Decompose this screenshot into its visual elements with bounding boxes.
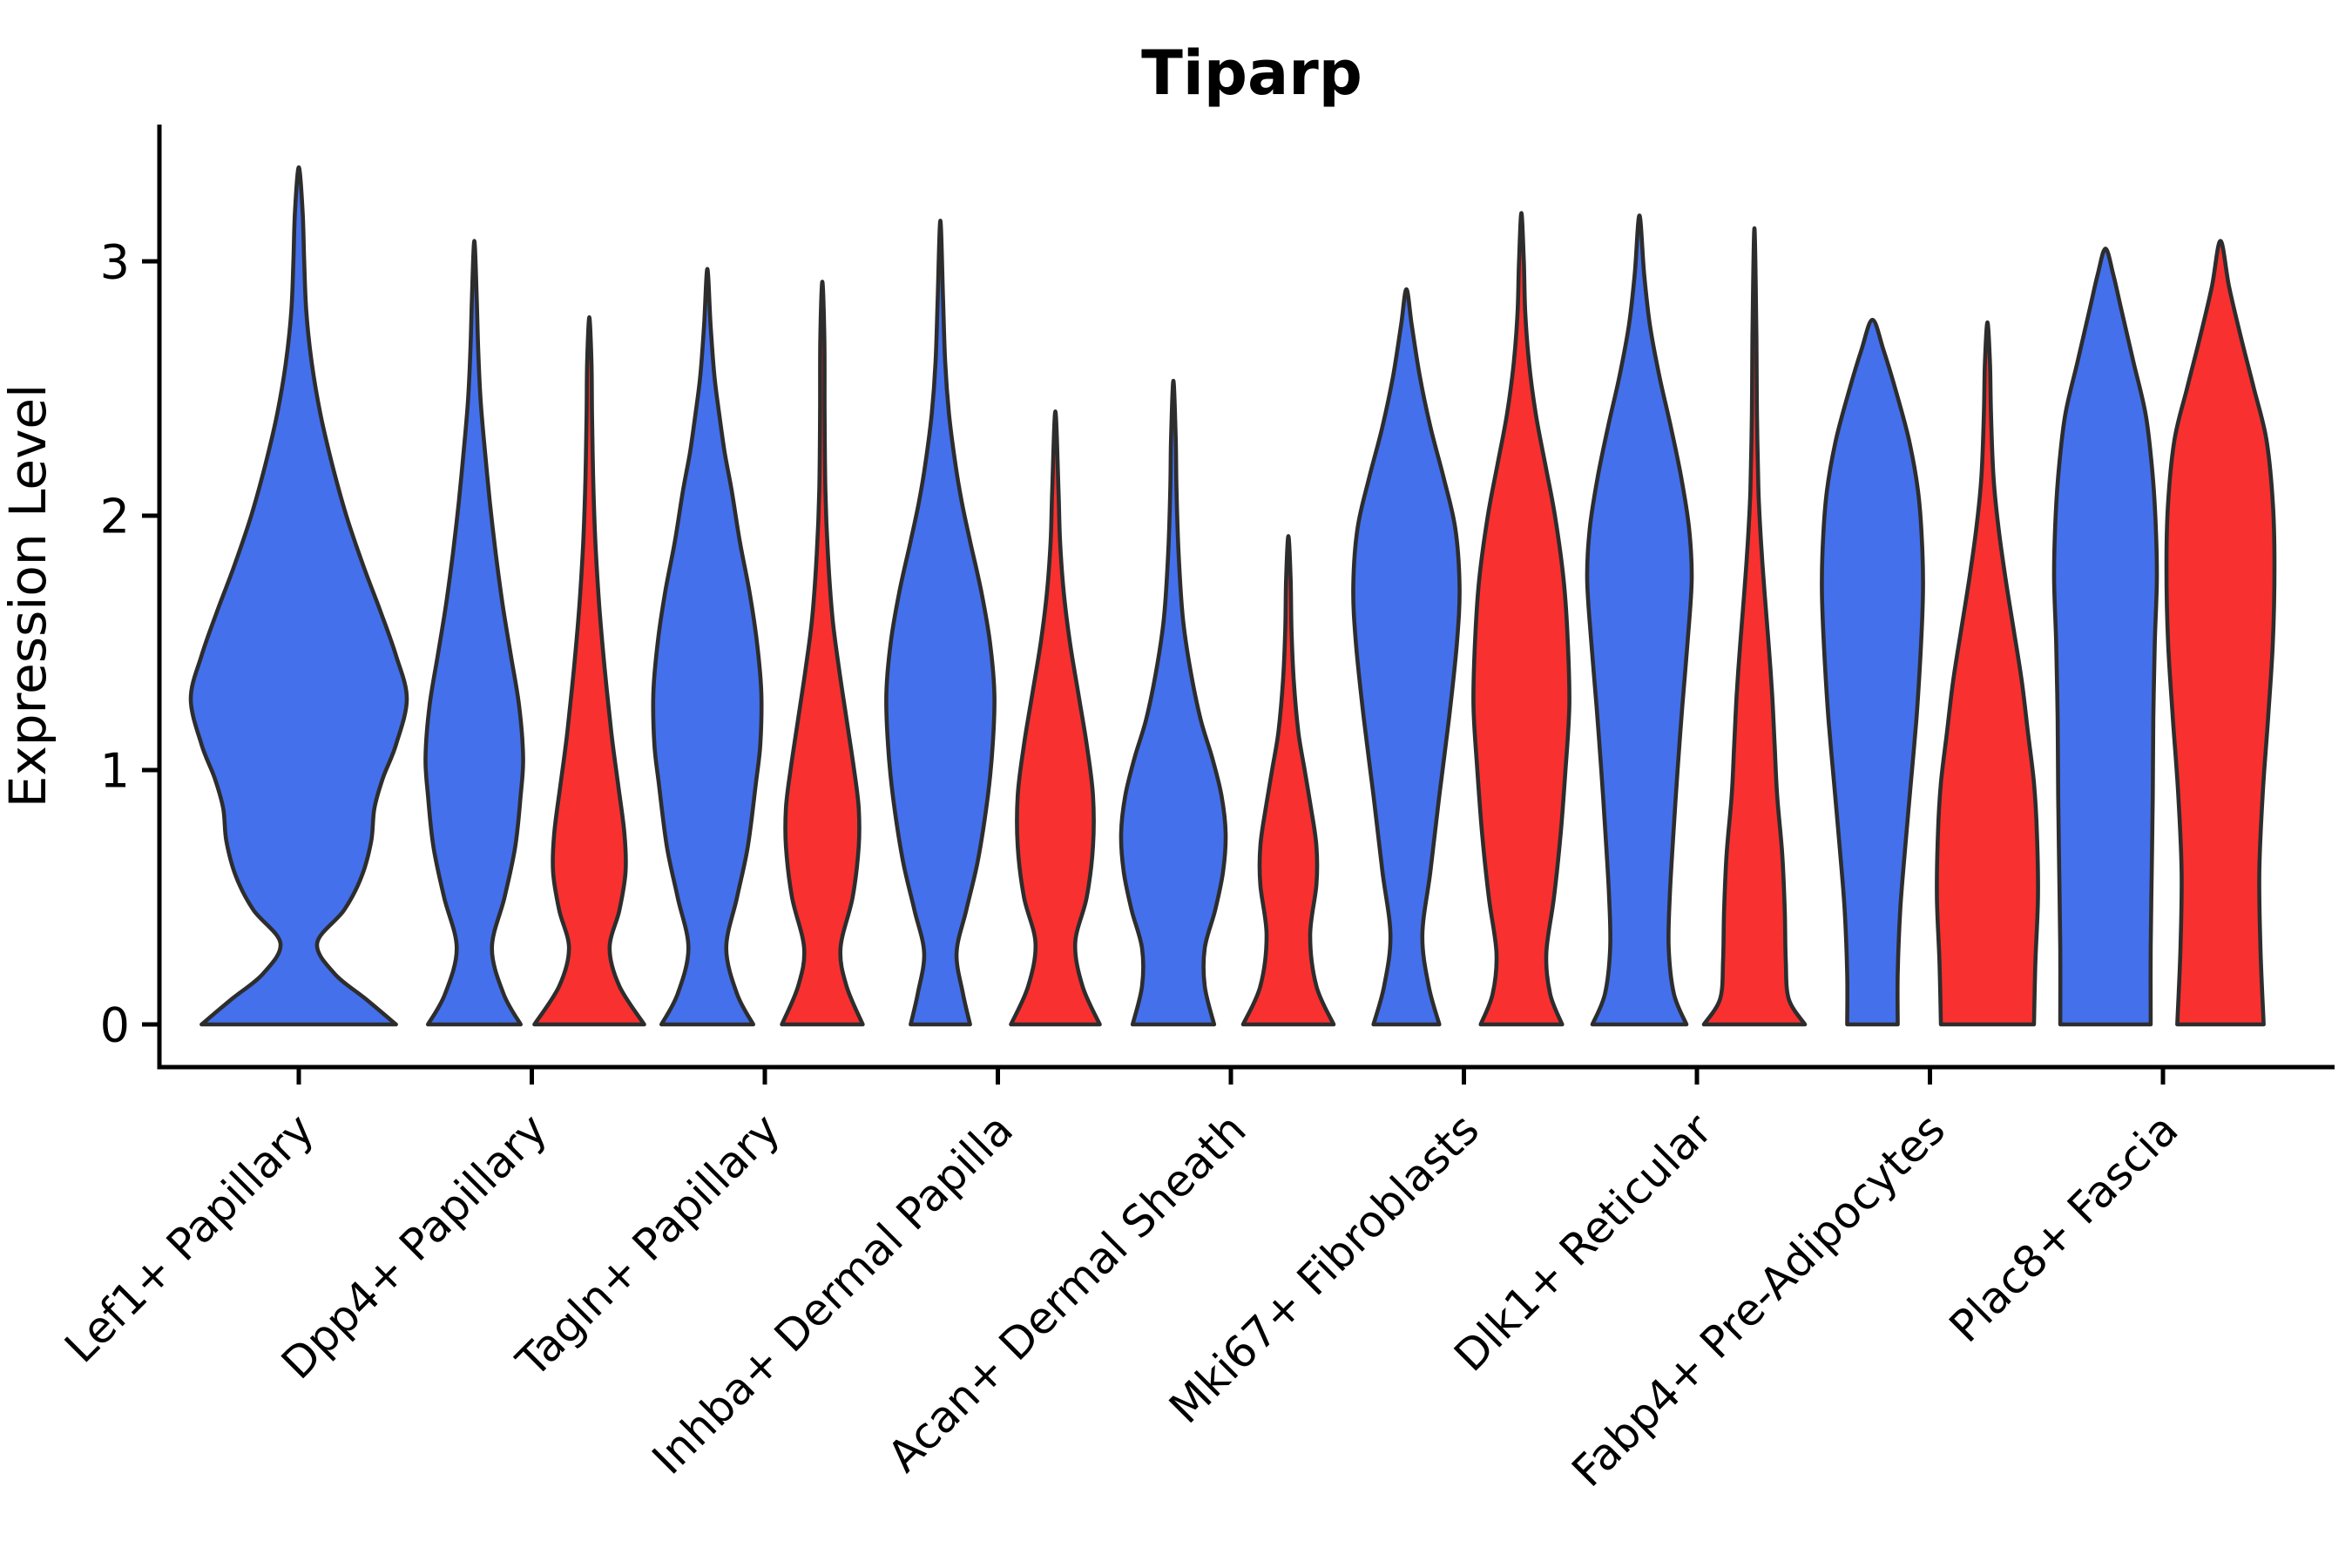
x-tick-label: Dlk1+ Reticular bbox=[1444, 1104, 1721, 1381]
violin-red-8 bbox=[1935, 320, 2040, 1027]
y-tick-label: 3 bbox=[100, 234, 130, 289]
y-tick-label: 0 bbox=[100, 997, 130, 1052]
chart-title: Tiparp bbox=[1141, 37, 1362, 109]
violin-blue-7 bbox=[1585, 213, 1694, 1027]
y-tick-label: 1 bbox=[100, 743, 130, 798]
x-tick-label: Lef1+ Papillary bbox=[55, 1104, 323, 1372]
violin-blue-6 bbox=[1351, 287, 1462, 1027]
x-tick-label: Fabp4+ Pre-Adipocytes bbox=[1562, 1104, 1955, 1497]
y-axis-label: Expression Level bbox=[0, 384, 57, 808]
y-tick-label: 2 bbox=[100, 489, 130, 544]
violin-red-7 bbox=[1701, 226, 1808, 1027]
violin-red-3 bbox=[780, 280, 865, 1027]
violin-blue-3 bbox=[651, 267, 764, 1027]
violin-blue-8 bbox=[1820, 317, 1925, 1027]
axes-layer bbox=[157, 125, 2335, 1070]
violin-blue-5 bbox=[1119, 378, 1228, 1027]
y-axis-ticks: 0 1 2 3 bbox=[100, 234, 159, 1052]
violin-red-5 bbox=[1240, 534, 1336, 1027]
violin-red-9 bbox=[2164, 239, 2277, 1027]
violin-blue-1 bbox=[188, 165, 409, 1027]
violin-blue-4 bbox=[884, 219, 997, 1027]
x-tick-label: Plac8+ Fascia bbox=[1940, 1104, 2188, 1352]
violin-red-4 bbox=[1009, 409, 1102, 1027]
violin-red-6 bbox=[1471, 211, 1571, 1027]
violin-blue-9 bbox=[2051, 247, 2159, 1027]
violin-blue-2 bbox=[423, 239, 525, 1027]
violin-red-2 bbox=[532, 314, 646, 1027]
violins-layer bbox=[188, 165, 2277, 1027]
